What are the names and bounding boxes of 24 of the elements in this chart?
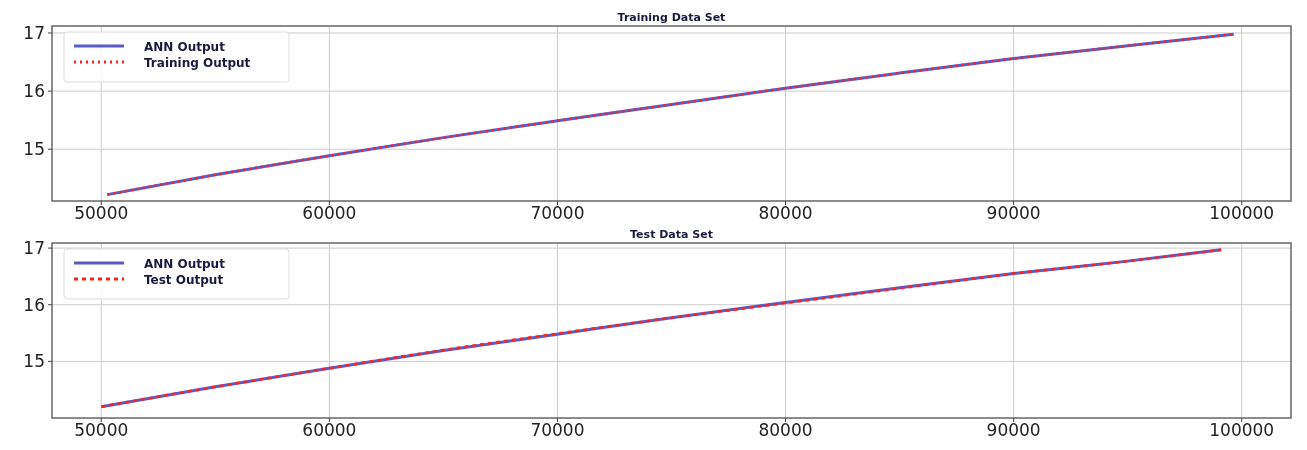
x-tick-label: 90000: [986, 203, 1041, 223]
y-tick-label: 16: [23, 294, 45, 315]
legend-label: Training Output: [144, 56, 251, 70]
x-tick-label: 80000: [758, 203, 813, 223]
x-tick-label: 100000: [1209, 420, 1275, 440]
x-tick-label: 70000: [530, 203, 585, 223]
x-tick-label: 60000: [302, 203, 357, 223]
x-tick-label: 50000: [74, 420, 129, 440]
y-tick-label: 17: [23, 238, 45, 259]
y-tick-label: 17: [23, 22, 45, 43]
x-tick-label: 80000: [758, 420, 813, 440]
legend-label: ANN Output: [144, 40, 226, 54]
legend-label: Test Output: [144, 273, 224, 287]
y-tick-label: 15: [23, 351, 45, 372]
y-tick-label: 16: [23, 81, 45, 102]
x-tick-label: 50000: [74, 203, 129, 223]
chart-title: Test Data Set: [630, 228, 713, 241]
legend-label: ANN Output: [144, 257, 226, 271]
x-tick-label: 90000: [986, 420, 1041, 440]
y-tick-label: 15: [23, 139, 45, 160]
x-tick-label: 70000: [530, 420, 585, 440]
chart-title: Training Data Set: [617, 11, 726, 24]
x-tick-label: 60000: [302, 420, 357, 440]
x-tick-label: 100000: [1209, 203, 1275, 223]
